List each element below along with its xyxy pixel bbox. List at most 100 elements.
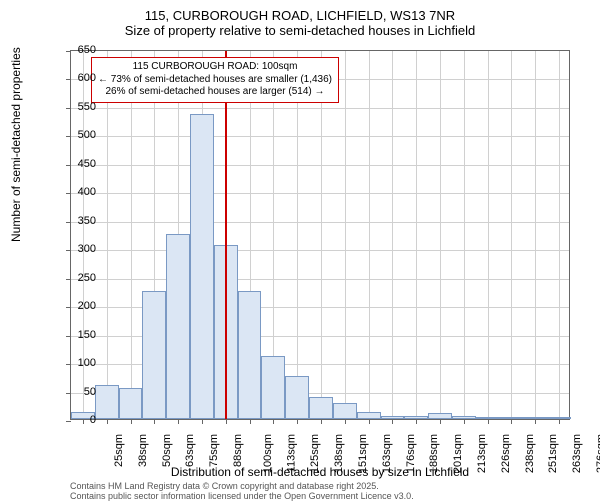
x-tick-mark [321, 419, 322, 424]
x-tick-mark [297, 419, 298, 424]
chart-container: 115, CURBOROUGH ROAD, LICHFIELD, WS13 7N… [0, 0, 600, 500]
grid-line-v [131, 51, 132, 419]
x-tick-label: 276sqm [595, 434, 600, 473]
x-tick-mark [392, 419, 393, 424]
x-tick-mark [488, 419, 489, 424]
annotation-line2: ← 73% of semi-detached houses are smalle… [98, 74, 332, 87]
y-tick-label: 450 [36, 158, 96, 170]
footer-line2: Contains public sector information licen… [70, 492, 414, 502]
histogram-bar [547, 417, 571, 419]
y-tick-label: 350 [36, 215, 96, 227]
histogram-bar [357, 412, 381, 419]
x-tick-mark [440, 419, 441, 424]
y-axis-title: Number of semi-detached properties [9, 47, 23, 242]
x-tick-label: 63sqm [184, 434, 196, 467]
histogram-bar [238, 291, 262, 419]
grid-line-v [107, 51, 108, 419]
x-tick-label: 88sqm [232, 434, 244, 467]
plot-area: 115 CURBOROUGH ROAD: 100sqm ← 73% of sem… [70, 50, 570, 420]
grid-line-h [71, 108, 569, 109]
x-tick-label: 38sqm [137, 434, 149, 467]
x-tick-mark [511, 419, 512, 424]
histogram-bar [404, 416, 428, 419]
y-tick-label: 150 [36, 329, 96, 341]
histogram-bar [523, 417, 547, 419]
grid-line-v [392, 51, 393, 419]
grid-line-v [321, 51, 322, 419]
y-tick-label: 600 [36, 72, 96, 84]
x-tick-label: 263sqm [571, 434, 583, 473]
x-tick-label: 75sqm [208, 434, 220, 467]
x-tick-label: 251sqm [548, 434, 560, 473]
y-tick-label: 200 [36, 300, 96, 312]
histogram-bar [309, 397, 333, 419]
grid-line-v [369, 51, 370, 419]
y-tick-label: 100 [36, 357, 96, 369]
histogram-bar [142, 291, 166, 419]
x-tick-label: 25sqm [113, 434, 125, 467]
grid-line-h [71, 250, 569, 251]
x-tick-label: 238sqm [524, 434, 536, 473]
y-tick-label: 400 [36, 186, 96, 198]
grid-line-v [416, 51, 417, 419]
histogram-bar [95, 385, 119, 419]
x-tick-label: 50sqm [161, 434, 173, 467]
y-tick-label: 650 [36, 44, 96, 56]
histogram-bar [476, 417, 500, 419]
x-tick-mark [131, 419, 132, 424]
histogram-bar [500, 417, 524, 419]
y-tick-label: 250 [36, 272, 96, 284]
chart-title-line2: Size of property relative to semi-detach… [0, 23, 600, 38]
x-tick-label: 125sqm [310, 434, 322, 473]
histogram-bar [190, 114, 214, 419]
footer-attribution: Contains HM Land Registry data © Crown c… [70, 482, 414, 502]
x-tick-label: 138sqm [333, 434, 345, 473]
x-tick-mark [202, 419, 203, 424]
annotation-line3: 26% of semi-detached houses are larger (… [98, 86, 332, 99]
histogram-bar [119, 388, 143, 419]
reference-line [225, 51, 227, 419]
histogram-bar [166, 234, 190, 419]
histogram-bar [261, 356, 285, 419]
histogram-bar [381, 416, 405, 419]
x-tick-mark [226, 419, 227, 424]
grid-line-h [71, 165, 569, 166]
y-tick-label: 0 [36, 414, 96, 426]
x-tick-label: 201sqm [452, 434, 464, 473]
grid-line-h [71, 222, 569, 223]
x-tick-label: 226sqm [500, 434, 512, 473]
grid-line-v [345, 51, 346, 419]
x-tick-mark [464, 419, 465, 424]
annotation-box: 115 CURBOROUGH ROAD: 100sqm ← 73% of sem… [91, 57, 339, 103]
x-tick-mark [273, 419, 274, 424]
grid-line-v [535, 51, 536, 419]
x-tick-label: 188sqm [429, 434, 441, 473]
x-tick-label: 100sqm [262, 434, 274, 473]
histogram-bar [285, 376, 309, 419]
y-tick-label: 50 [36, 386, 96, 398]
y-tick-label: 500 [36, 129, 96, 141]
x-tick-mark [178, 419, 179, 424]
chart-title-block: 115, CURBOROUGH ROAD, LICHFIELD, WS13 7N… [0, 0, 600, 38]
y-tick-label: 300 [36, 243, 96, 255]
histogram-bar [333, 403, 357, 419]
annotation-line1: 115 CURBOROUGH ROAD: 100sqm [98, 61, 332, 74]
grid-line-v [559, 51, 560, 419]
x-tick-label: 213sqm [476, 434, 488, 473]
grid-line-v [511, 51, 512, 419]
x-tick-label: 176sqm [405, 434, 417, 473]
x-tick-mark [345, 419, 346, 424]
x-tick-mark [250, 419, 251, 424]
x-tick-label: 113sqm [285, 434, 297, 472]
grid-line-v [464, 51, 465, 419]
grid-line-h [71, 279, 569, 280]
grid-line-v [440, 51, 441, 419]
x-tick-mark [154, 419, 155, 424]
chart-title-line1: 115, CURBOROUGH ROAD, LICHFIELD, WS13 7N… [0, 8, 600, 23]
x-tick-mark [535, 419, 536, 424]
grid-line-h [71, 193, 569, 194]
x-tick-mark [107, 419, 108, 424]
histogram-bar [428, 413, 452, 419]
histogram-bar [452, 416, 476, 419]
grid-line-v [297, 51, 298, 419]
